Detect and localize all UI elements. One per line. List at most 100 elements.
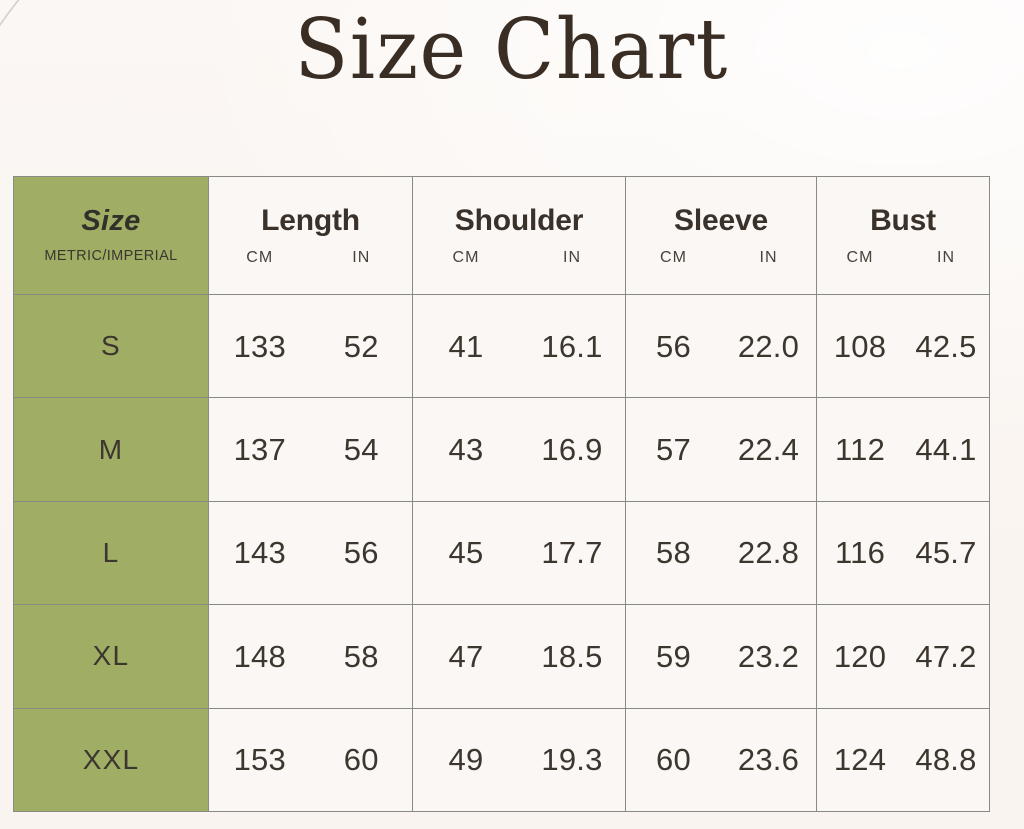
shoulder-values: 45 17.7 (413, 537, 625, 568)
length-unit-cm: CM (246, 248, 274, 266)
sleeve-unit-row: CM IN (626, 248, 816, 266)
table-row: S 133 52 41 16.1 56 22.0 (13, 293, 990, 399)
cell-shoulder: 49 19.3 (412, 707, 626, 813)
length-cm: 153 (233, 742, 286, 778)
shoulder-cm: 47 (448, 638, 484, 674)
length-cm: 143 (233, 535, 286, 571)
length-values: 137 54 (209, 434, 412, 465)
shoulder-cm: 49 (448, 742, 484, 778)
bust-cm: 108 (833, 328, 887, 364)
shoulder-cm: 45 (448, 535, 484, 571)
bust-in: 48.8 (915, 742, 977, 778)
length-in: 54 (343, 432, 379, 468)
size-header-label: Size (81, 205, 141, 238)
cell-shoulder: 41 16.1 (412, 293, 626, 399)
bust-cm: 116 (834, 535, 886, 571)
bust-cm: 124 (833, 742, 887, 778)
length-cm: 137 (233, 432, 286, 468)
bust-header-label: Bust (870, 203, 936, 237)
bust-unit-cm: CM (846, 248, 874, 266)
cell-bust: 108 42.5 (816, 293, 990, 399)
table-row: XL 148 58 47 18.5 59 23.2 (13, 604, 990, 709)
bust-values: 120 47.2 (817, 641, 989, 672)
page-title-container: Size Chart (0, 7, 1024, 93)
length-in: 56 (343, 535, 379, 571)
sleeve-values: 59 23.2 (626, 641, 816, 672)
cell-length: 143 56 (208, 500, 413, 606)
shoulder-in: 16.1 (541, 328, 603, 364)
length-values: 153 60 (209, 744, 412, 775)
bust-values: 112 44.1 (817, 434, 989, 465)
bust-values: 108 42.5 (817, 331, 989, 362)
cell-length: 137 54 (208, 397, 413, 502)
bust-in: 45.7 (915, 535, 977, 571)
cell-bust: 120 47.2 (816, 604, 990, 709)
shoulder-in: 16.9 (541, 432, 603, 468)
table-row: L 143 56 45 17.7 58 22.8 (13, 500, 990, 606)
sleeve-values: 58 22.8 (626, 537, 816, 568)
column-header-sleeve: Sleeve CM IN (625, 176, 817, 295)
cell-bust: 124 48.8 (816, 707, 990, 813)
cell-sleeve: 59 23.2 (625, 604, 817, 709)
cell-shoulder: 43 16.9 (412, 397, 626, 502)
sleeve-unit-in: IN (759, 248, 778, 266)
shoulder-header-label: Shoulder (454, 203, 584, 237)
column-header-size: Size METRIC/IMPERIAL (13, 176, 209, 295)
shoulder-in: 17.7 (541, 535, 603, 571)
bust-values: 124 48.8 (817, 744, 989, 775)
size-chart-table-container: Size METRIC/IMPERIAL Length CM IN Should… (13, 176, 990, 813)
size-chart-table: Size METRIC/IMPERIAL Length CM IN Should… (13, 176, 990, 813)
length-cm: 148 (233, 638, 286, 674)
length-values: 148 58 (209, 641, 412, 672)
cell-shoulder: 45 17.7 (412, 500, 626, 606)
shoulder-unit-cm: CM (452, 248, 480, 266)
cell-sleeve: 56 22.0 (625, 293, 817, 399)
column-header-shoulder: Shoulder CM IN (412, 176, 626, 295)
cell-shoulder: 47 18.5 (412, 604, 626, 709)
shoulder-unit-in: IN (563, 248, 581, 266)
sleeve-values: 60 23.6 (626, 744, 816, 775)
cell-size: L (13, 500, 209, 606)
sleeve-unit-cm: CM (660, 248, 687, 266)
length-in: 58 (343, 638, 379, 674)
sleeve-cm: 60 (656, 742, 691, 778)
length-values: 143 56 (209, 537, 412, 568)
sleeve-header-label: Sleeve (674, 203, 768, 237)
column-header-length: Length CM IN (208, 176, 413, 295)
sleeve-cm: 58 (656, 535, 691, 571)
cell-size: M (13, 397, 209, 502)
bust-unit-row: CM IN (817, 248, 989, 266)
bust-cm: 112 (834, 432, 886, 468)
length-in: 52 (343, 328, 379, 364)
shoulder-values: 41 16.1 (413, 331, 625, 362)
sleeve-in: 23.2 (737, 638, 800, 674)
length-unit-in: IN (352, 248, 371, 266)
header-row: Size METRIC/IMPERIAL Length CM IN Should… (13, 176, 990, 295)
shoulder-values: 47 18.5 (413, 641, 625, 672)
bust-in: 42.5 (915, 328, 977, 364)
bust-cm: 120 (833, 638, 887, 674)
sleeve-cm: 57 (656, 432, 691, 468)
sleeve-in: 22.4 (737, 432, 800, 468)
size-header-sublabel: METRIC/IMPERIAL (44, 248, 178, 265)
cell-length: 153 60 (208, 707, 413, 813)
cell-size: XXL (13, 707, 209, 813)
cell-size: XL (13, 604, 209, 709)
cell-bust: 112 44.1 (816, 397, 990, 502)
bust-in: 47.2 (915, 638, 977, 674)
bust-values: 116 45.7 (817, 537, 989, 568)
sleeve-cm: 59 (656, 638, 691, 674)
cell-size: S (13, 293, 209, 399)
cell-sleeve: 57 22.4 (625, 397, 817, 502)
length-values: 133 52 (209, 331, 412, 362)
cell-sleeve: 58 22.8 (625, 500, 817, 606)
length-in: 60 (343, 742, 379, 778)
sleeve-in: 23.6 (737, 742, 800, 778)
table-body: S 133 52 41 16.1 56 22.0 (13, 293, 990, 813)
shoulder-in: 18.5 (541, 638, 603, 674)
length-unit-row: CM IN (209, 248, 412, 266)
sleeve-cm: 56 (656, 328, 691, 364)
shoulder-in: 19.3 (541, 742, 603, 778)
bust-unit-in: IN (937, 248, 955, 266)
length-cm: 133 (233, 328, 286, 364)
